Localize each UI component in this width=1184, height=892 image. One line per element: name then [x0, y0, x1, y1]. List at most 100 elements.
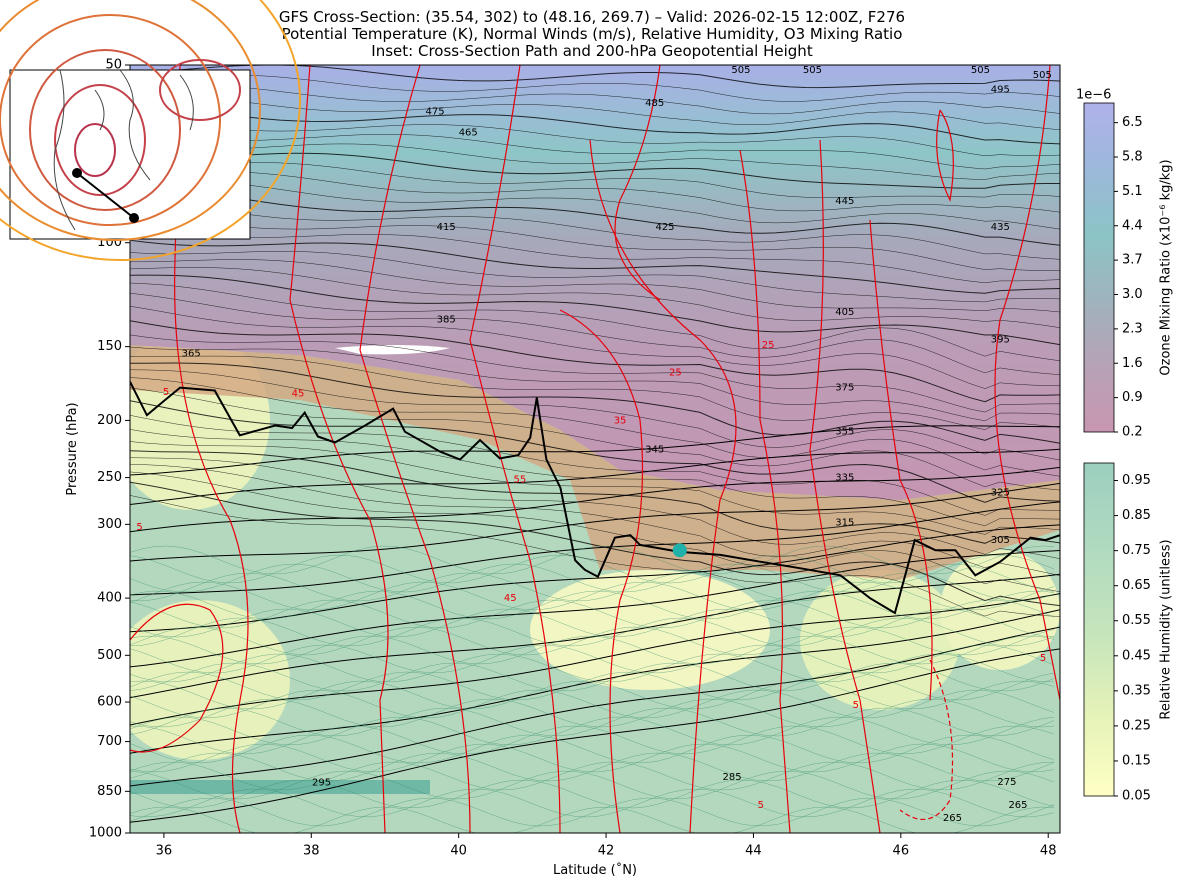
- theta-contour: [130, 93, 1060, 131]
- rh-contour: [130, 779, 1055, 809]
- wind-contour: [739, 149, 791, 833]
- plot-overlays: 505 505 505 5054954854754654454354254154053…: [130, 65, 1060, 824]
- contour-label: 25: [669, 368, 682, 379]
- theta-contour: [130, 609, 1060, 754]
- plot-frame: [129, 64, 1061, 834]
- inset-map: [0, 0, 301, 261]
- theta-contour: [130, 259, 1060, 313]
- colorbar-tick-label: 0.35: [1122, 683, 1151, 698]
- contour-label: 425: [655, 222, 674, 233]
- wind-contour: [589, 139, 737, 833]
- colorbar-tick-label: 0.75: [1122, 543, 1151, 558]
- x-tick-label: 44: [745, 844, 762, 859]
- title-line: Potential Temperature (K), Normal Winds …: [282, 25, 903, 43]
- inset-coastlines: [53, 69, 194, 231]
- x-tick-label: 40: [450, 844, 467, 859]
- y-tick-label: 700: [97, 734, 122, 749]
- theta-contour: [130, 103, 1060, 145]
- rh-contour: [130, 554, 1055, 584]
- colorbar-tick-label: 0.45: [1122, 648, 1151, 663]
- wind-contour: [994, 65, 1060, 701]
- theta-contour: [130, 305, 1060, 389]
- contour-label: 265: [1008, 800, 1027, 811]
- contour-label: 5: [163, 387, 169, 398]
- theta-contour: [130, 274, 1060, 346]
- theta-contour: [130, 84, 1060, 115]
- x-tick-label: 42: [598, 844, 615, 859]
- theta-contour: [130, 267, 1060, 328]
- contour-label: 505: [971, 65, 990, 76]
- y-tick-label: 300: [97, 517, 122, 532]
- colorbar-tick-label: 0.85: [1122, 508, 1151, 523]
- theta-contour: [130, 171, 1060, 213]
- colorbar-tick-label: 0.2: [1122, 425, 1143, 440]
- contour-label: 5: [136, 522, 142, 533]
- contour-label: 375: [835, 383, 854, 394]
- colorbar-tick-label: 3.7: [1122, 253, 1143, 268]
- theta-contour: [130, 626, 1060, 787]
- theta-contour: [130, 466, 1060, 533]
- rh-contour: [130, 716, 1055, 746]
- inset-path: [76, 172, 135, 219]
- y-tick-label: 1000: [89, 826, 122, 841]
- colorbar-tick-label: 3.0: [1122, 287, 1143, 302]
- contour-label: 385: [437, 315, 456, 326]
- theta-contour: [130, 481, 1060, 607]
- theta-contour: [130, 282, 1060, 362]
- colorbar-label: Ozone Mixing Ratio (x10⁻⁶ kg/kg): [1159, 159, 1174, 375]
- contour-label: 5: [1040, 653, 1046, 664]
- contour-label: 445: [835, 196, 854, 207]
- contour-label: 285: [723, 772, 742, 783]
- rh-contour: [130, 545, 1055, 575]
- theta-contour: [130, 152, 1060, 189]
- location-marker: [672, 543, 687, 558]
- theta-contour: [130, 334, 1060, 413]
- wind-contour: [936, 109, 954, 202]
- y-axis-label: Pressure (hPa): [65, 402, 80, 495]
- contour-label: 315: [835, 518, 854, 529]
- contours: [130, 65, 1060, 833]
- theta-contour: [130, 74, 1060, 102]
- theta-contour: [130, 211, 1060, 271]
- theta-contour: [130, 448, 1060, 505]
- contour-label: 45: [504, 593, 517, 604]
- x-tick-label: 48: [1040, 844, 1057, 859]
- wind-contour: [130, 603, 224, 753]
- contour-label: 395: [991, 335, 1010, 346]
- rh-contour: [130, 671, 1055, 701]
- contour-label: 35: [614, 415, 627, 426]
- contour-label: 335: [835, 473, 854, 484]
- inset-end: [129, 213, 139, 223]
- colorbar-tick-label: 1.6: [1122, 356, 1143, 371]
- wind-contour: [809, 139, 881, 833]
- rh-contour: [130, 725, 1055, 755]
- colorbar: [1083, 462, 1115, 797]
- contour-label: 25: [762, 340, 775, 351]
- contour-label: 345: [645, 444, 664, 455]
- contour-label: 485: [645, 98, 664, 109]
- theta-contour: [130, 225, 1060, 284]
- contour-label: 505: [1033, 70, 1052, 81]
- theta-contour: [130, 482, 1060, 562]
- colorbar-tick-label: 0.05: [1122, 789, 1151, 804]
- colorbar-offset: 1e−6: [1076, 88, 1111, 103]
- rh-contour: [130, 761, 1055, 791]
- theta-contour: [130, 116, 1060, 157]
- theta-contour: [130, 429, 1060, 526]
- rh-contour: [130, 797, 1055, 827]
- colorbar-label: Relative Humidity (unitless): [1159, 539, 1174, 719]
- colorbar-tick-label: 4.4: [1122, 218, 1143, 233]
- rh-contour: [130, 698, 1055, 728]
- contour-label: 495: [991, 84, 1010, 95]
- wind-contour: [289, 65, 389, 833]
- rh-contour: [130, 788, 1055, 818]
- transition-band: [130, 345, 1060, 580]
- theta-contour: [130, 143, 1060, 180]
- contour-label: 475: [426, 107, 445, 118]
- contour-label: 415: [437, 222, 456, 233]
- colorbar-tick-label: 6.5: [1122, 115, 1143, 130]
- contour-label: 355: [835, 427, 854, 438]
- colorbar-tick-label: 5.8: [1122, 150, 1143, 165]
- theta-contour: [130, 320, 1060, 403]
